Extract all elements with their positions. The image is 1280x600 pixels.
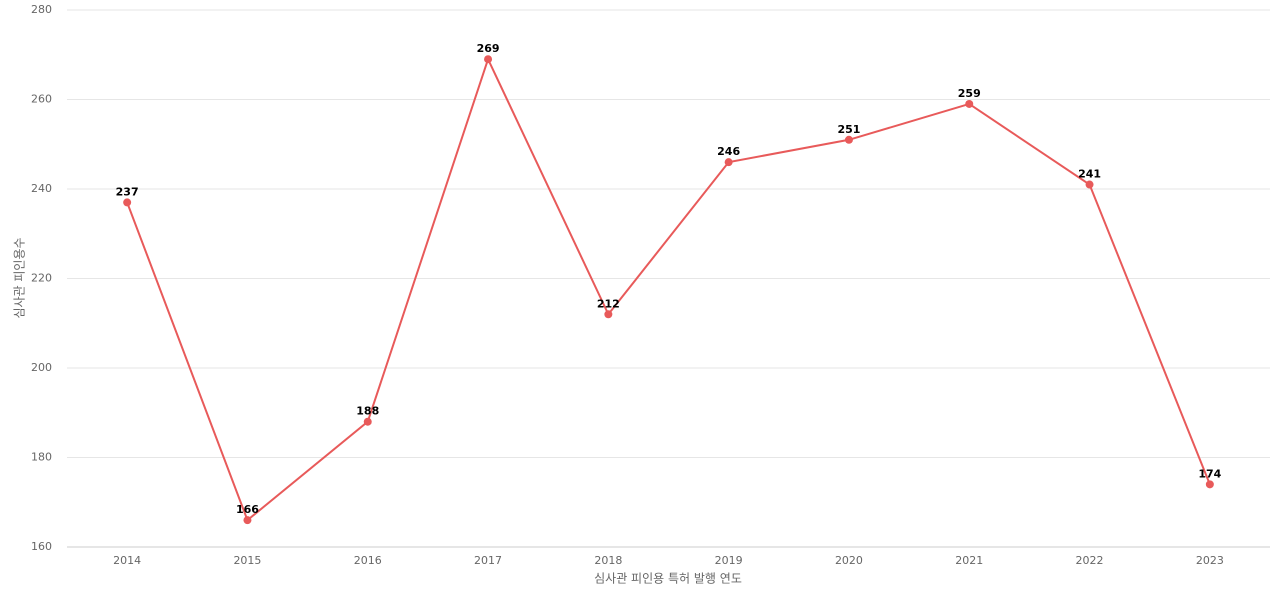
- point: [844, 135, 853, 144]
- data-label: 166: [236, 503, 259, 516]
- data-label: 237: [116, 185, 139, 198]
- point: [123, 198, 132, 207]
- x-tick-label: 2020: [835, 554, 863, 567]
- x-tick-label: 2023: [1196, 554, 1224, 567]
- data-label: 251: [837, 123, 860, 136]
- x-tick-label: 2022: [1076, 554, 1104, 567]
- point: [1205, 480, 1214, 489]
- y-axis-label: 심사관 피인용수: [13, 237, 27, 318]
- y-tick-label: 240: [31, 182, 52, 195]
- line: [126, 56, 1211, 522]
- point: [724, 158, 733, 167]
- y-tick-label: 160: [31, 540, 52, 553]
- data-label: 212: [597, 297, 620, 310]
- x-tick-label: 2018: [594, 554, 622, 567]
- data-label: 259: [958, 87, 981, 100]
- point: [484, 55, 493, 64]
- point: [1085, 180, 1094, 189]
- x-tick-label: 2019: [715, 554, 743, 567]
- point: [243, 516, 252, 525]
- x-tick-label: 2021: [955, 554, 983, 567]
- x-tick-label: 2014: [113, 554, 141, 567]
- data-label: 174: [1198, 467, 1221, 480]
- point: [604, 310, 613, 319]
- x-tick-label: 2015: [233, 554, 261, 567]
- data-label: 269: [477, 42, 500, 55]
- x-tick-label: 2016: [354, 554, 382, 567]
- data-label: 241: [1078, 168, 1101, 181]
- y-tick-label: 180: [31, 451, 52, 464]
- y-tick-label: 260: [31, 93, 52, 106]
- y-tick-label: 220: [31, 272, 52, 285]
- x-axis-label: 심사관 피인용 특허 발행 연도: [594, 571, 742, 586]
- data-label: 246: [717, 145, 740, 158]
- y-tick-label: 280: [31, 3, 52, 16]
- data-label: 188: [356, 405, 379, 418]
- y-tick-label: 200: [31, 361, 52, 374]
- point: [363, 417, 372, 426]
- x-tick-label: 2017: [474, 554, 502, 567]
- point: [965, 99, 974, 108]
